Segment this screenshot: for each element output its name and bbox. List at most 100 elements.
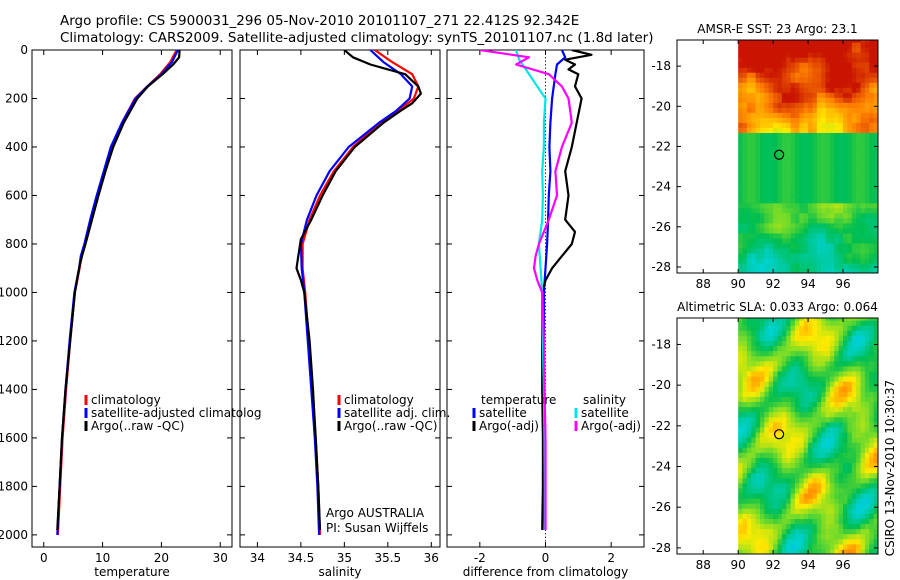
heatmap-cell xyxy=(803,492,809,499)
heatmap-cell xyxy=(755,217,761,224)
heatmap-cell xyxy=(799,237,805,244)
heatmap-cell xyxy=(825,401,831,408)
heatmap-cell xyxy=(816,117,822,123)
heatmap-cell xyxy=(851,252,857,259)
heatmap-cell xyxy=(825,421,831,428)
heatmap-cell xyxy=(794,87,800,93)
heatmap-cell xyxy=(781,375,787,382)
heatmap-cell xyxy=(764,42,770,48)
heatmap-cell xyxy=(847,386,853,392)
heatmap-cell xyxy=(843,508,849,514)
heatmap-cell xyxy=(803,257,809,264)
heatmap-cell xyxy=(764,416,770,423)
heatmap-cell xyxy=(764,472,770,479)
x-tick-label: 34 xyxy=(250,551,265,565)
heatmap-cell xyxy=(799,40,805,43)
heatmap-cell xyxy=(816,232,822,239)
heatmap-cell xyxy=(816,92,822,98)
heatmap-cell xyxy=(847,487,853,494)
heatmap-cell xyxy=(755,447,761,453)
heatmap-cell xyxy=(847,237,853,244)
heatmap-cell xyxy=(751,528,757,535)
heatmap-cell xyxy=(838,67,844,73)
heatmap-cell xyxy=(760,102,765,108)
heatmap-cell xyxy=(843,503,849,509)
heatmap-cell xyxy=(838,472,844,479)
heatmap-cell xyxy=(825,335,831,341)
heatmap-cell xyxy=(781,370,787,377)
heatmap-cell xyxy=(790,167,796,174)
heatmap-cell xyxy=(838,335,844,341)
heatmap-cell xyxy=(786,187,792,194)
map-x-tick-label: 88 xyxy=(696,277,711,291)
heatmap-cell xyxy=(821,197,827,204)
heatmap-cell xyxy=(829,320,835,326)
heatmap-cell xyxy=(803,508,809,514)
heatmap-cell xyxy=(764,518,770,525)
heatmap-cell xyxy=(864,391,870,397)
heatmap-cell xyxy=(786,82,792,88)
heatmap-cell xyxy=(794,355,800,362)
heatmap-cell xyxy=(764,365,770,372)
heatmap-cell xyxy=(843,172,849,179)
heatmap-cell xyxy=(790,442,796,448)
heatmap-cell xyxy=(825,212,831,219)
heatmap-cell xyxy=(755,503,761,509)
heatmap-cell xyxy=(825,498,831,504)
heatmap-cell xyxy=(760,345,765,352)
heatmap-cell xyxy=(869,152,875,159)
heatmap-cell xyxy=(794,187,800,194)
heatmap-cell xyxy=(764,543,770,550)
heatmap-cell xyxy=(834,222,840,229)
heatmap-cell xyxy=(864,411,870,418)
heatmap-cell xyxy=(751,102,757,108)
heatmap-cell xyxy=(803,142,809,149)
heatmap-cell xyxy=(856,431,862,438)
heatmap-cell xyxy=(869,87,875,93)
heatmap-cell xyxy=(860,548,866,554)
heatmap-cell xyxy=(851,350,857,357)
map-x-tick-label: 90 xyxy=(731,558,746,572)
heatmap-cell xyxy=(843,42,849,48)
heatmap-cell xyxy=(755,487,761,494)
heatmap-cell xyxy=(746,318,752,321)
heatmap-cell xyxy=(742,528,748,535)
heatmap-cell xyxy=(834,533,840,540)
heatmap-cell xyxy=(873,97,878,103)
heatmap-cell xyxy=(794,72,800,78)
heatmap-cell xyxy=(742,396,748,403)
heatmap-cell xyxy=(773,132,779,139)
heatmap-cell xyxy=(869,335,875,341)
heatmap-cell xyxy=(794,386,800,392)
heatmap-cell xyxy=(838,262,844,269)
heatmap-cell xyxy=(764,212,770,219)
heatmap-cell xyxy=(777,462,783,469)
heatmap-cell xyxy=(742,47,748,53)
heatmap-cell xyxy=(799,132,805,139)
heatmap-cell xyxy=(843,406,849,413)
heatmap-cell xyxy=(812,92,818,98)
heatmap-cell xyxy=(799,325,805,331)
heatmap-cell xyxy=(864,127,870,133)
heatmap-cell xyxy=(869,447,875,453)
heatmap-cell xyxy=(781,411,787,418)
heatmap-cell xyxy=(773,350,779,357)
heatmap-cell xyxy=(738,112,744,118)
heatmap-cell xyxy=(799,127,805,133)
heatmap-cell xyxy=(755,257,761,264)
heatmap-cell xyxy=(856,242,862,249)
heatmap-cell xyxy=(829,345,835,352)
heatmap-cell xyxy=(834,77,840,83)
heatmap-cell xyxy=(746,157,752,164)
heatmap-cell xyxy=(808,167,814,174)
heatmap-cell xyxy=(851,375,857,382)
heatmap-cell xyxy=(834,350,840,357)
heatmap-cell xyxy=(803,77,809,83)
heatmap-cell xyxy=(755,320,761,326)
map-frame xyxy=(676,39,879,274)
y-tick-label: 1400 xyxy=(0,382,28,396)
heatmap-cell xyxy=(864,222,870,229)
heatmap-cell xyxy=(825,503,831,509)
heatmap-cell xyxy=(751,538,757,545)
heatmap-cell xyxy=(847,232,853,239)
